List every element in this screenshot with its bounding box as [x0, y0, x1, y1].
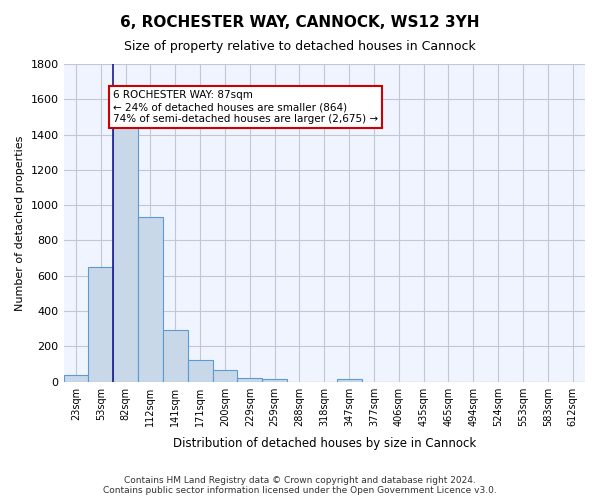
Text: 6, ROCHESTER WAY, CANNOCK, WS12 3YH: 6, ROCHESTER WAY, CANNOCK, WS12 3YH [120, 15, 480, 30]
Bar [138, 216, 163, 382]
Bar [212, 370, 238, 382]
Text: 6 ROCHESTER WAY: 87sqm
← 24% of detached houses are smaller (864)
74% of semi-de: 6 ROCHESTER WAY: 87sqm ← 24% of detached… [113, 90, 379, 124]
Bar [113, 122, 138, 382]
Bar [188, 360, 212, 382]
Bar [64, 376, 88, 382]
Bar [337, 379, 362, 382]
Y-axis label: Number of detached properties: Number of detached properties [15, 135, 25, 310]
Bar [88, 267, 113, 382]
Text: Contains HM Land Registry data © Crown copyright and database right 2024.
Contai: Contains HM Land Registry data © Crown c… [103, 476, 497, 495]
Bar [163, 330, 188, 382]
Text: Size of property relative to detached houses in Cannock: Size of property relative to detached ho… [124, 40, 476, 53]
X-axis label: Distribution of detached houses by size in Cannock: Distribution of detached houses by size … [173, 437, 476, 450]
Bar [238, 378, 262, 382]
Bar [262, 379, 287, 382]
